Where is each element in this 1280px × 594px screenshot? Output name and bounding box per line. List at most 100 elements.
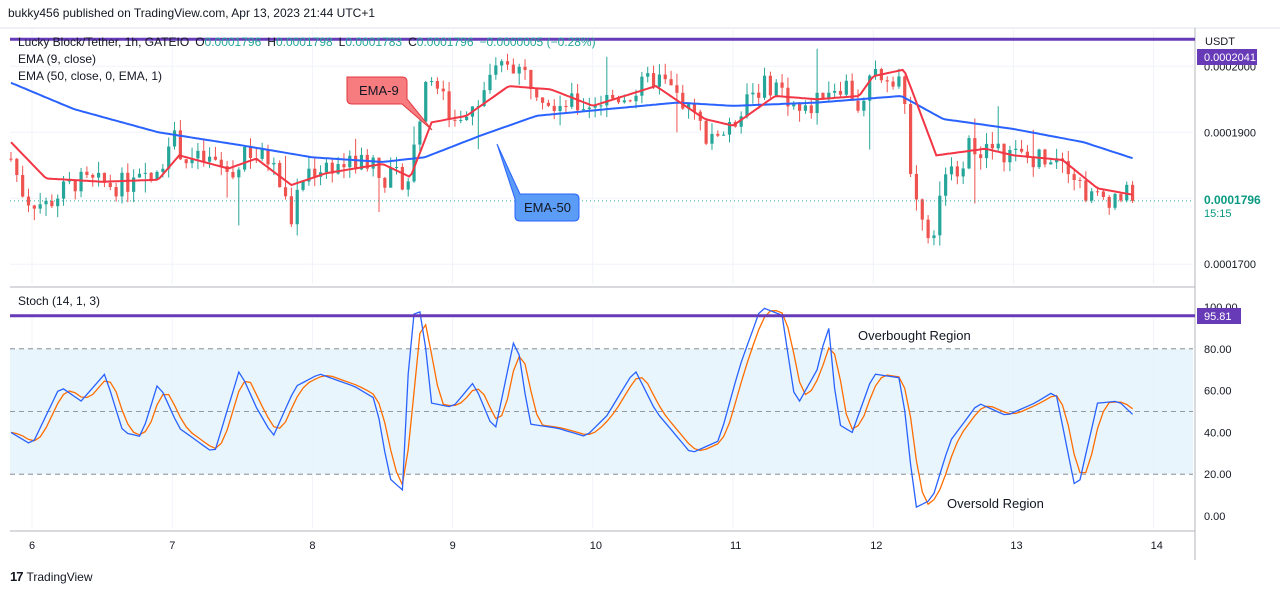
candle-body (599, 105, 603, 107)
candle-body (622, 100, 626, 103)
candle-body (44, 200, 48, 205)
candle-body (581, 109, 586, 111)
candle-body (172, 130, 177, 147)
candle-body (126, 172, 130, 192)
time-tick-label: 7 (169, 540, 175, 552)
last-price-tag: 0.0001796 15:15 (1197, 191, 1265, 221)
ema-lines (10, 68, 1193, 202)
candle-body (1031, 157, 1035, 168)
candle-body (354, 155, 358, 170)
candle-body (289, 196, 293, 225)
candle-body (1043, 149, 1047, 165)
candle-body (96, 172, 101, 178)
candle-body (587, 107, 591, 110)
candle-body (108, 182, 112, 188)
candle-body (15, 158, 19, 175)
candle-body (675, 85, 679, 93)
candle-body (424, 81, 428, 122)
overbought-label: Overbought Region (858, 328, 971, 343)
time-tick-label: 10 (590, 540, 602, 552)
svg-text:0.0002041: 0.0002041 (1204, 52, 1256, 64)
candle-body (1014, 148, 1018, 150)
candle-body (283, 187, 288, 197)
candle-body (903, 76, 907, 104)
candle-body (990, 143, 994, 149)
candle-body (190, 158, 194, 164)
candle-body (535, 89, 539, 98)
candle-body (488, 74, 492, 91)
time-tick-label: 14 (1151, 540, 1163, 552)
candle-body (295, 189, 299, 225)
candle-body (26, 196, 31, 206)
candle-body (774, 82, 778, 96)
candle-body (1107, 197, 1111, 208)
candle-body (862, 100, 866, 111)
candle-body (827, 92, 831, 100)
candle-body (243, 146, 247, 170)
ema9-line (10, 68, 1133, 196)
candle-body (371, 157, 375, 169)
publisher-header: bukky456 published on TradingView.com, A… (8, 6, 376, 20)
candle-body (1008, 149, 1012, 163)
candle-body (517, 66, 521, 74)
candle-body (389, 167, 393, 188)
candle-body (908, 103, 913, 174)
stoch-tick-label: 20.00 (1204, 469, 1232, 481)
footer-brand: TradingView (26, 569, 93, 584)
candle-body (938, 195, 942, 236)
candle-body (727, 121, 732, 135)
ema50-line (10, 81, 1133, 163)
candle-body (231, 171, 235, 178)
chart-frame (0, 27, 1280, 560)
candle-body (465, 116, 469, 121)
candle-body (377, 157, 381, 178)
countdown-label: 15:15 (1204, 208, 1232, 220)
candle-body (167, 146, 171, 169)
candle-body (359, 154, 364, 170)
time-tick-label: 12 (870, 540, 882, 552)
candle-body (149, 172, 153, 180)
candle-body (1090, 191, 1094, 201)
candle-body (184, 159, 188, 164)
candle-body (447, 91, 451, 120)
stoch-lines (10, 307, 1134, 509)
candle-body (248, 146, 253, 159)
candle-body (757, 92, 761, 98)
candle-body (833, 90, 837, 93)
candle-body (441, 88, 445, 92)
candle-body (453, 119, 457, 121)
candle-body (844, 80, 848, 95)
legend-symbol: Lucky Block/Tether, 1h, GATEIO O0.0001796… (18, 35, 596, 49)
candle-body (523, 66, 527, 70)
candle-body (926, 219, 930, 239)
candle-body (529, 69, 533, 90)
candle-body (576, 93, 580, 111)
candle-body (593, 105, 597, 108)
candle-body (762, 75, 767, 98)
candle-body (219, 159, 223, 167)
candle-body (213, 156, 218, 160)
candle-body (85, 171, 89, 175)
candle-body (914, 173, 919, 200)
candle-body (628, 100, 632, 102)
tradingview-logo-icon: 17 (10, 569, 24, 584)
candle-body (324, 162, 329, 173)
candle-body (1084, 180, 1088, 201)
time-axis: 6 7 8 9 10 11 12 13 14 (29, 540, 1163, 552)
candle-body (663, 74, 667, 80)
candle-body (196, 150, 200, 159)
candle-body (161, 168, 165, 172)
candle-body (669, 79, 673, 86)
candle-body (932, 235, 936, 239)
svg-text:95.81: 95.81 (1204, 311, 1232, 323)
candle-body (868, 75, 872, 101)
candle-body (313, 168, 317, 177)
candle-body (973, 138, 977, 155)
oversold-label: Oversold Region (947, 496, 1044, 511)
price-axis-currency: USDT (1205, 36, 1235, 48)
candle-body (838, 90, 843, 95)
candle-body (891, 81, 895, 87)
candle-body (178, 130, 182, 160)
candle-body (482, 90, 486, 107)
